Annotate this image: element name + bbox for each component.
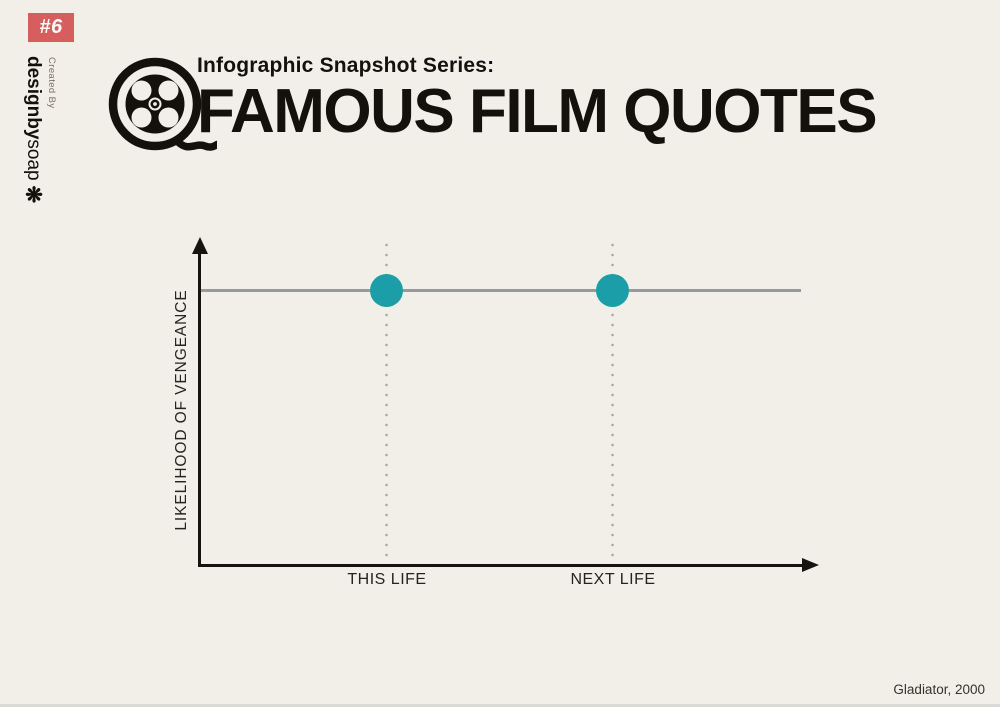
y-axis-arrow-icon	[192, 237, 208, 254]
dotted-guide-next-life	[611, 240, 614, 562]
dotted-guide-this-life	[385, 240, 388, 562]
x-tick-label-this-life: THIS LIFE	[347, 571, 427, 588]
bottom-edge-divider	[0, 704, 1000, 707]
issue-number-badge: #6	[28, 13, 74, 42]
y-axis	[198, 250, 201, 566]
x-tick-label-next-life: NEXT LIFE	[570, 571, 656, 588]
quote-attribution: Gladiator, 2000	[893, 682, 985, 697]
brand-light-text: soap	[23, 139, 44, 181]
brand-flower-icon: ❋	[22, 182, 45, 207]
page-title: FAMOUS FILM QUOTES	[197, 77, 878, 146]
x-axis-arrow-icon	[802, 558, 819, 572]
brand-bold-text: designby	[23, 56, 44, 140]
series-label: Infographic Snapshot Series:	[197, 54, 495, 77]
y-axis-label: LIKELIHOOD OF VENGEANCE	[173, 289, 190, 531]
film-reel-icon	[108, 57, 217, 151]
header: Infographic Snapshot Series: FAMOUS FILM…	[197, 54, 878, 146]
data-point-next-life	[596, 274, 629, 307]
designbysoap-logo: designbysoap❋	[22, 56, 45, 207]
created-by-label: Created By	[46, 57, 57, 109]
constant-likelihood-line	[201, 289, 801, 292]
data-point-this-life	[370, 274, 403, 307]
x-axis	[198, 564, 804, 567]
